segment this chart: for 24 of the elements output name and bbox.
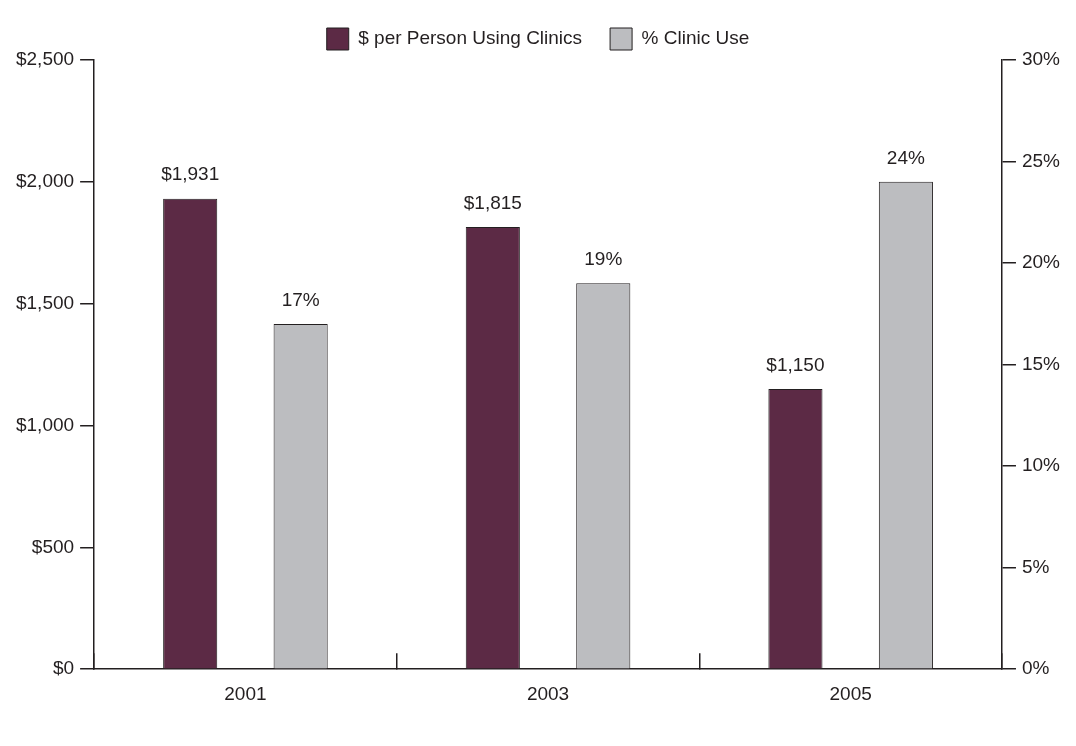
y2-tick-label: 25% (1021, 149, 1061, 171)
y2-tick-label: 10% (1021, 454, 1061, 476)
legend-label: % Clinic Use (641, 27, 750, 49)
y-tick-label: $2,500 (15, 48, 75, 70)
x-tick-label: 2003 (526, 682, 570, 704)
x-tick-label: 2005 (829, 682, 872, 704)
y-tick-label: $1,500 (15, 291, 75, 313)
data-label: $1,931 (161, 163, 220, 185)
y-tick-label: $0 (52, 657, 75, 679)
y2-tick-label: 0% (1021, 657, 1050, 679)
data-label: $1,150 (766, 353, 825, 375)
y2-tick-label: 20% (1021, 251, 1061, 273)
y-tick-label: $500 (31, 535, 75, 557)
y2-tick-label: 30% (1021, 48, 1061, 70)
y2-tick-label: 15% (1021, 352, 1061, 374)
legend-label: $ per Person Using Clinics (358, 27, 583, 49)
x-tick-label: 2001 (224, 682, 267, 704)
data-label: 19% (584, 248, 623, 270)
data-label: 17% (281, 288, 320, 310)
y-tick-label: $2,000 (15, 170, 75, 192)
data-label: $1,815 (463, 191, 522, 213)
y-tick-label: $1,000 (15, 413, 75, 435)
y2-tick-label: 5% (1021, 555, 1050, 577)
data-label: 24% (886, 146, 926, 168)
